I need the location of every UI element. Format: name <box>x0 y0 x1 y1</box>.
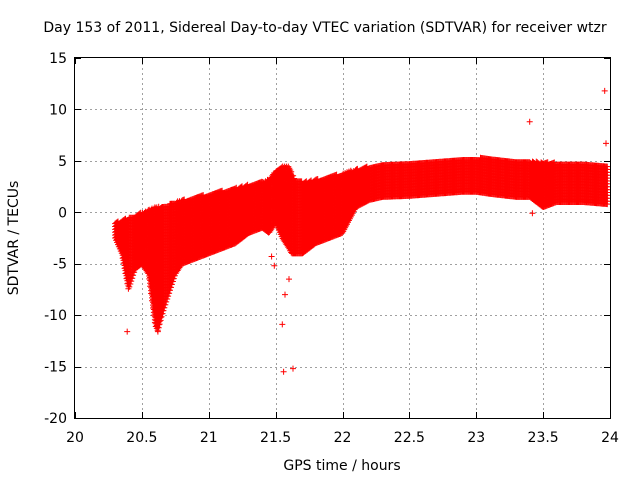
y-tick-label: -10 <box>44 308 67 324</box>
y-tick-label: -15 <box>44 360 67 376</box>
y-tick-label: 15 <box>49 51 67 67</box>
x-tick-label: 20 <box>66 430 84 446</box>
chart-title: Day 153 of 2011, Sidereal Day-to-day VTE… <box>43 20 607 36</box>
x-tick-label: 23.5 <box>528 430 559 446</box>
x-tick-label: 21.5 <box>260 430 291 446</box>
y-tick-label: -5 <box>53 257 67 273</box>
y-axis: -20 -15 -10 -5 0 5 10 15 <box>44 51 610 427</box>
x-axis: 20 20.5 21 21.5 22 22.5 23 23.5 24 <box>66 58 619 446</box>
x-tick-label: 22.5 <box>394 430 425 446</box>
y-tick-label: 0 <box>58 205 67 221</box>
x-tick-label: 21 <box>200 430 218 446</box>
y-tick-label: -20 <box>44 411 67 427</box>
x-tick-label: 24 <box>601 430 619 446</box>
x-tick-label: 20.5 <box>126 430 157 446</box>
y-tick-label: 10 <box>49 102 67 118</box>
data-points <box>112 87 611 375</box>
x-tick-label: 22 <box>334 430 352 446</box>
y-tick-label: 5 <box>58 154 67 170</box>
x-tick-label: 23 <box>467 430 485 446</box>
